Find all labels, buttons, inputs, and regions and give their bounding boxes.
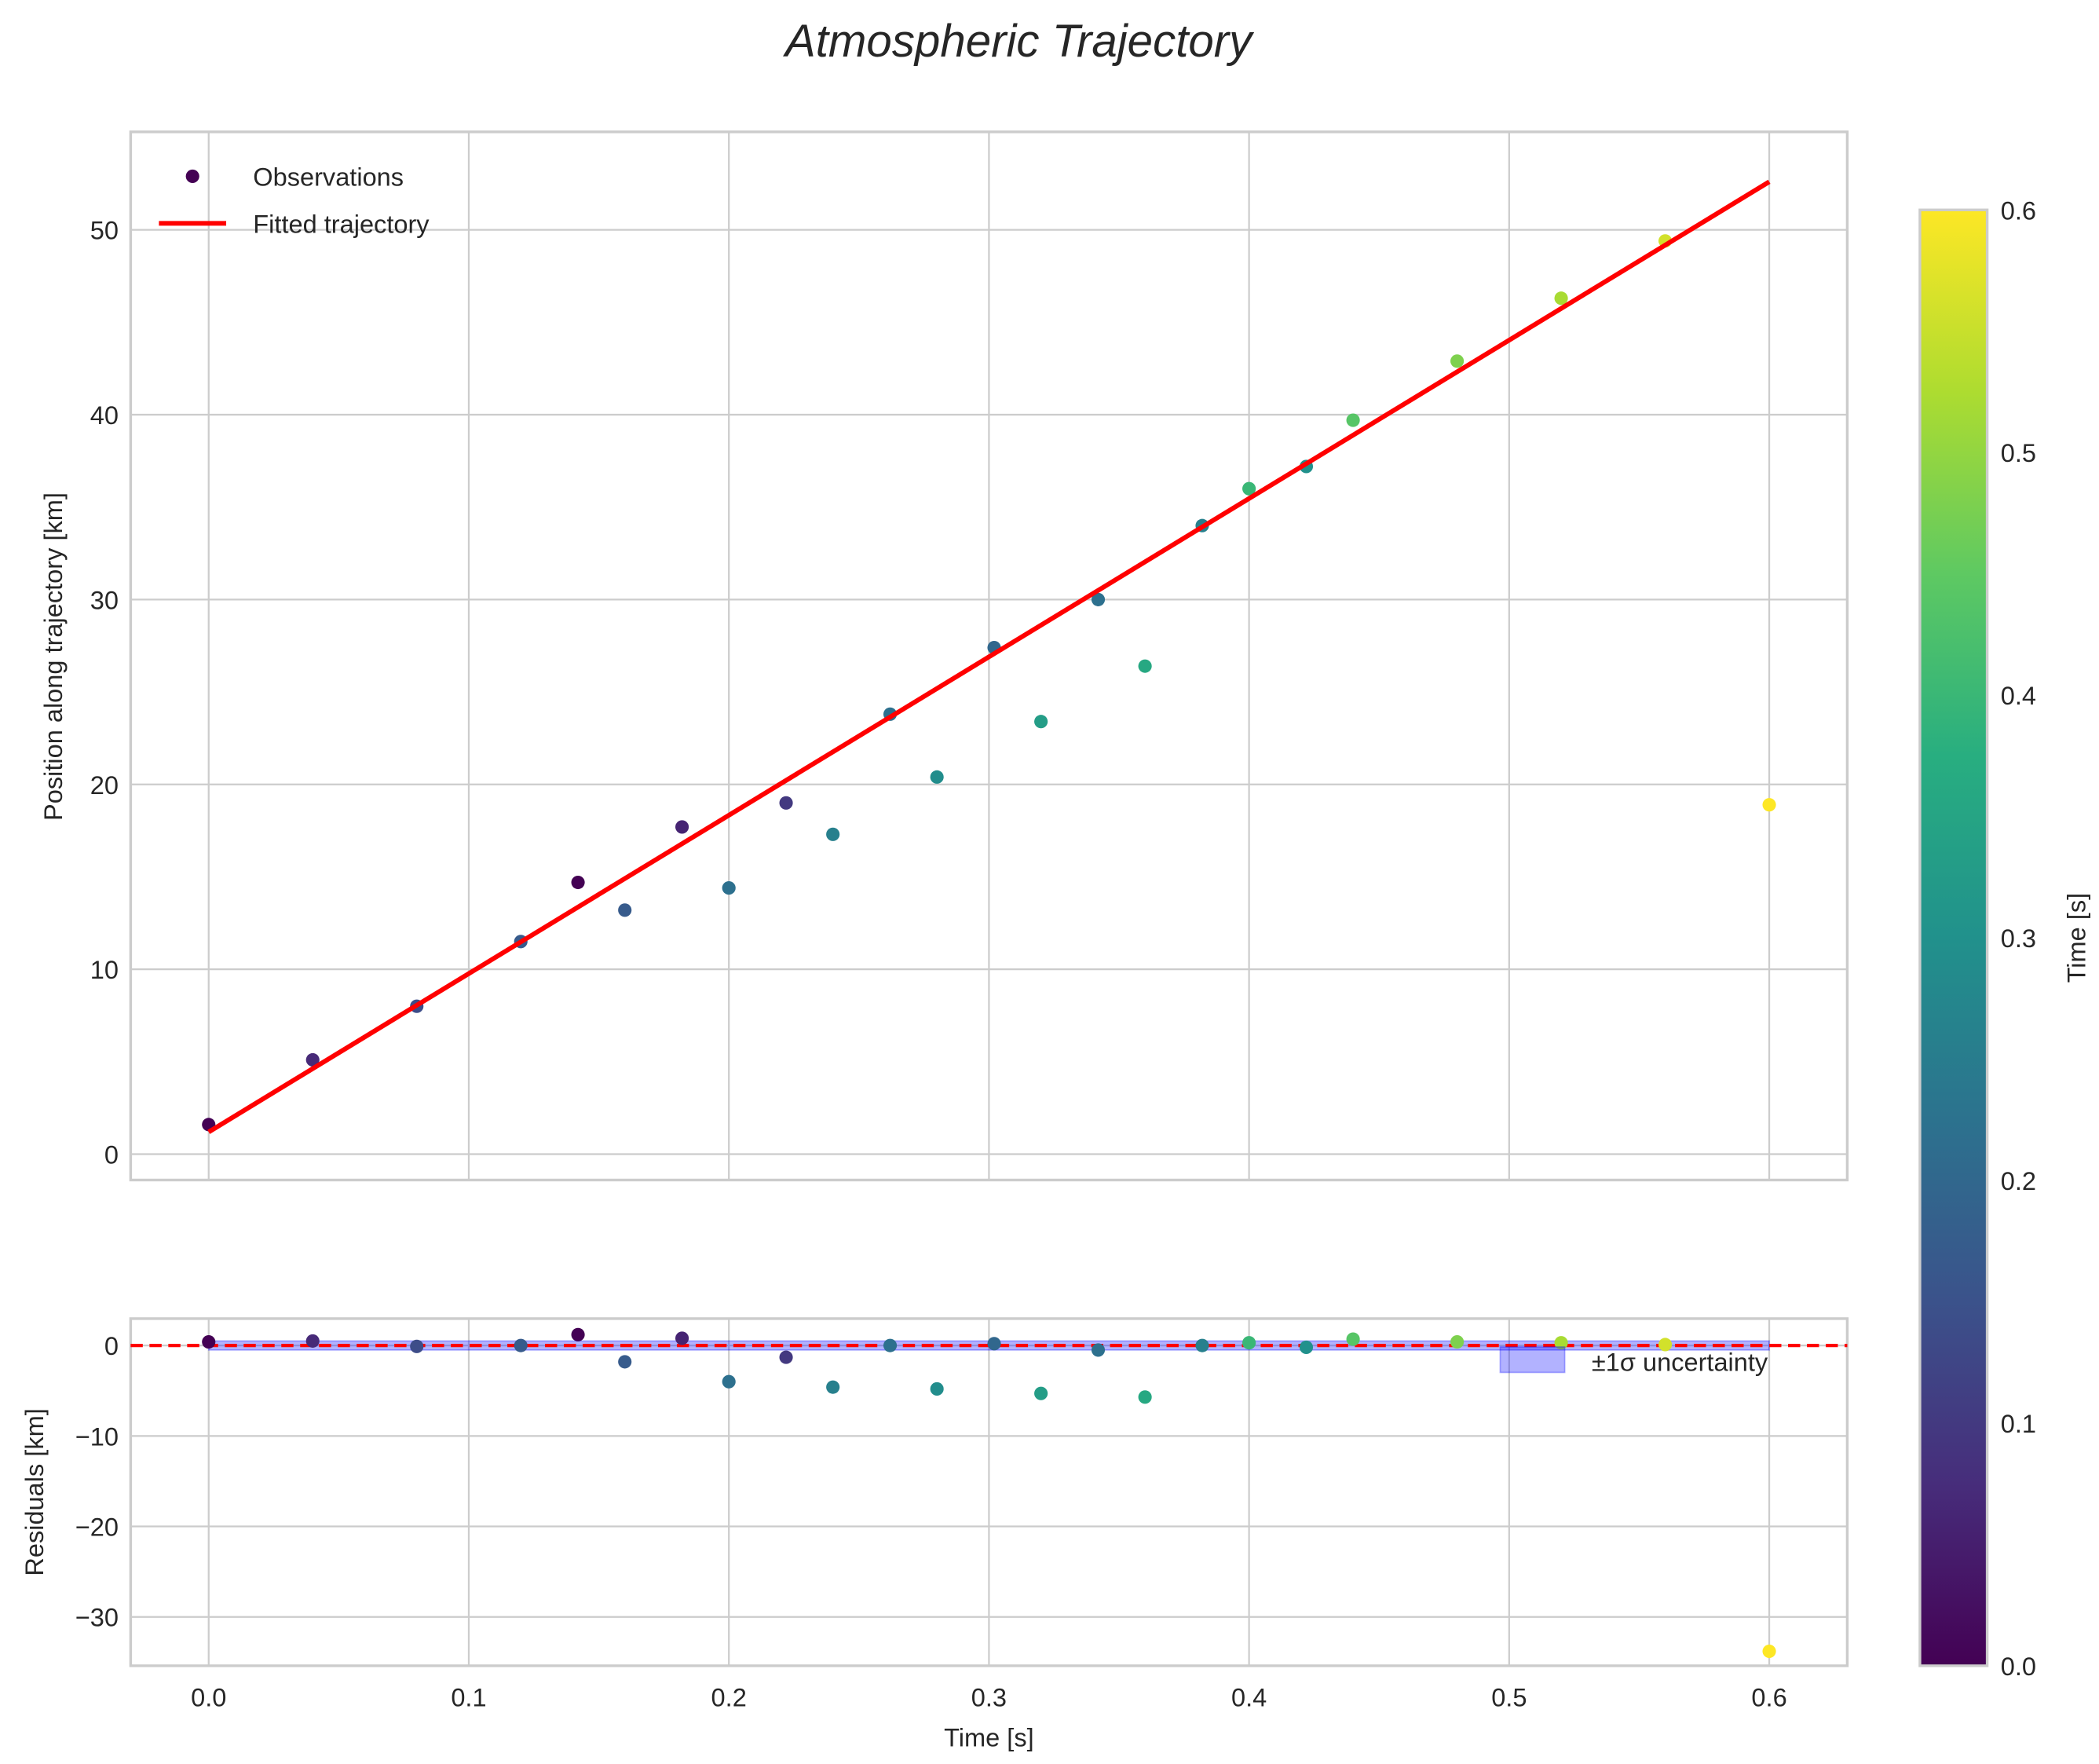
observation-point (1346, 413, 1360, 427)
legend-uncertainty-label: ±1σ uncertainty (1592, 1349, 1768, 1377)
observation-point (826, 827, 840, 841)
residual-point (571, 1327, 585, 1341)
colorbar-tick-label: 0.2 (2001, 1167, 2036, 1195)
colorbar-tick-label: 0.3 (2001, 924, 2036, 953)
residual-point (1034, 1386, 1048, 1400)
observation-point (779, 796, 793, 810)
residual-point (618, 1355, 632, 1369)
residual-point (1346, 1332, 1360, 1346)
x-axis-label: Time [s] (944, 1724, 1034, 1752)
residual-point (1091, 1343, 1106, 1357)
observation-point (618, 903, 632, 917)
residual-point (410, 1339, 424, 1353)
residual-point (1554, 1336, 1568, 1350)
observation-point (1138, 659, 1152, 673)
residual-point (826, 1380, 840, 1394)
legend-observations-marker (185, 169, 199, 183)
residual-point (675, 1331, 689, 1345)
y-tick-label: 0 (104, 1332, 119, 1360)
residual-point (930, 1382, 944, 1396)
y-tick-label: 30 (90, 586, 119, 614)
colorbar-tick-label: 0.0 (2001, 1652, 2036, 1681)
y-tick-label: 10 (90, 956, 119, 984)
residual-point (722, 1374, 736, 1389)
colorbar: Time [s] 0.0 0.1 0.2 0.3 0.4 0.5 0.6 (1918, 196, 2091, 1681)
x-tick-label: 0.3 (971, 1683, 1007, 1711)
axes-frame (129, 130, 1849, 1182)
y-axis-label: Residuals [km] (20, 1408, 49, 1576)
residual-point (1138, 1390, 1152, 1404)
residual-point (779, 1350, 793, 1364)
residual-point (987, 1337, 1001, 1351)
x-tick-label: 0.1 (451, 1683, 486, 1711)
residual-point (883, 1338, 898, 1352)
observation-point (1034, 715, 1048, 729)
residual-point (514, 1338, 528, 1352)
fitted-trajectory-line (207, 179, 1771, 1134)
colorbar-tick-label: 0.5 (2001, 439, 2036, 467)
colorbar-label: Time [s] (2063, 893, 2091, 983)
residual-point (1195, 1338, 1209, 1352)
colorbar-gradient (1918, 208, 1989, 1667)
y-tick-label: −20 (75, 1513, 119, 1542)
axes-frame (129, 1317, 1849, 1667)
residual-point (1450, 1334, 1465, 1349)
legend-observations-label: Observations (253, 163, 404, 191)
observation-point (1762, 798, 1776, 812)
x-tick-label: 0.5 (1491, 1683, 1527, 1711)
residual-point (1299, 1340, 1314, 1355)
colorbar-tick-label: 0.6 (2001, 196, 2036, 225)
residual-point (1658, 1338, 1673, 1352)
observation-point (1554, 291, 1568, 306)
colorbar-tick-label: 0.1 (2001, 1410, 2036, 1438)
legend-fit-label: Fitted trajectory (253, 210, 430, 238)
observation-point (1242, 481, 1256, 496)
legend-uncertainty-patch (1499, 1346, 1566, 1374)
y-tick-label: 20 (90, 771, 119, 800)
residual-point (305, 1334, 320, 1348)
y-tick-label: −10 (75, 1422, 119, 1451)
observation-point (930, 770, 944, 784)
y-tick-label: −30 (75, 1604, 119, 1632)
observation-point (722, 881, 736, 895)
observation-point (1091, 592, 1106, 606)
y-tick-label: 40 (90, 401, 119, 430)
observation-point (675, 820, 689, 834)
x-tick-label: 0.0 (191, 1683, 226, 1711)
x-tick-label: 0.2 (711, 1683, 747, 1711)
y-tick-label: 50 (90, 217, 119, 245)
position-axes: 0 10 20 30 40 50 Position along trajectory [km… (39, 130, 1849, 1182)
residuals-axes: 0.0 0.1 0.2 0.3 0.4 0.5 0.6 0 −10 −20 −30 Time [s] R… (20, 1317, 1849, 1752)
observation-point (305, 1052, 320, 1067)
residual-point (1242, 1336, 1256, 1350)
observation-point (571, 875, 585, 890)
colorbar-tick-label: 0.4 (2001, 682, 2036, 710)
x-tick-label: 0.6 (1751, 1683, 1786, 1711)
chart-title: Atmospheric Trajectory (783, 16, 1255, 67)
y-tick-label: 0 (104, 1141, 119, 1169)
residual-point (1762, 1644, 1776, 1659)
observation-point (1450, 354, 1465, 368)
residual-point (202, 1334, 216, 1349)
y-axis-label: Position along trajectory [km] (39, 492, 68, 821)
x-tick-label: 0.4 (1231, 1683, 1267, 1711)
